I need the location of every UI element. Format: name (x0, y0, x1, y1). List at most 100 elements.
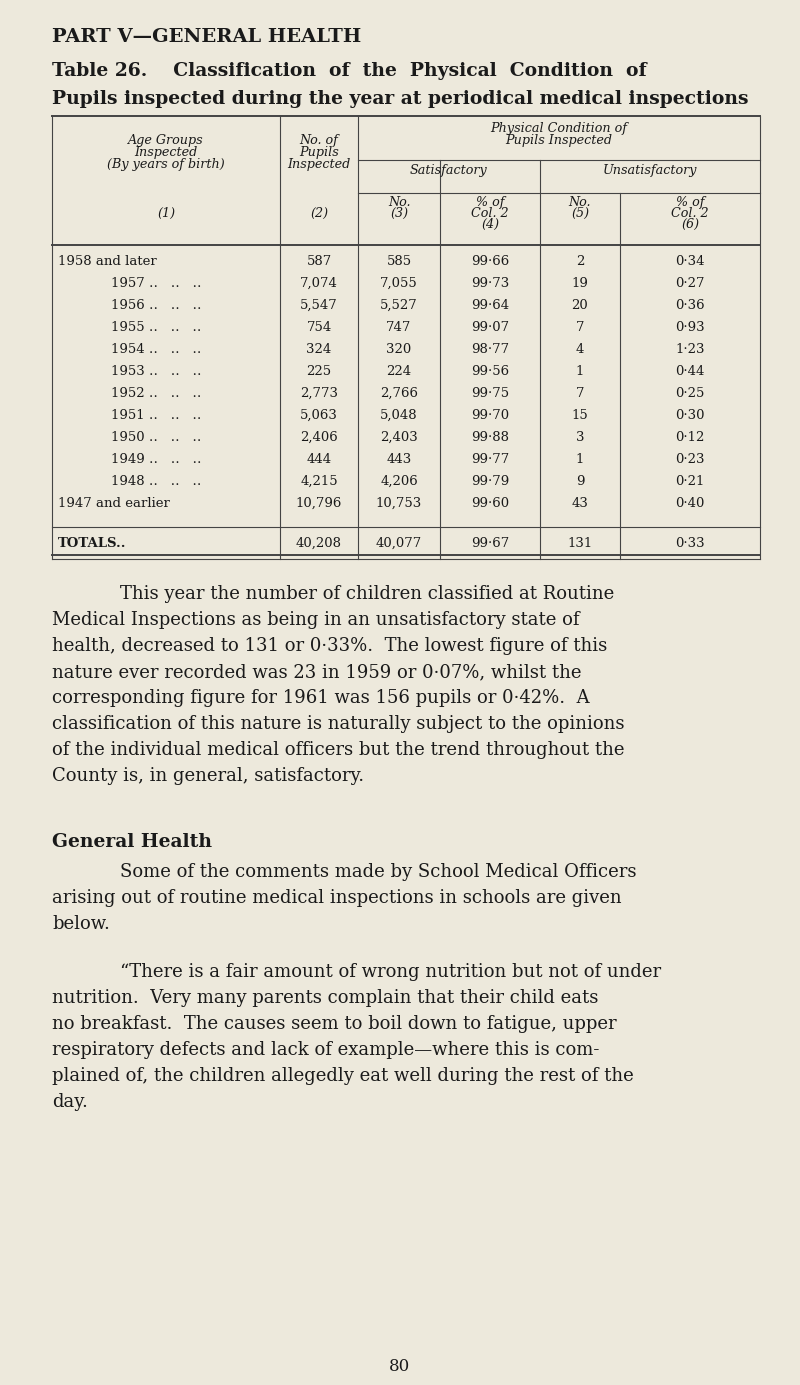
Text: (4): (4) (481, 217, 499, 231)
Text: 80: 80 (390, 1359, 410, 1375)
Text: PART V—GENERAL HEALTH: PART V—GENERAL HEALTH (52, 28, 362, 46)
Text: 1949 ․․   ․․   ․․: 1949 ․․ ․․ ․․ (110, 453, 202, 465)
Text: 1948 ․․   ․․   ․․: 1948 ․․ ․․ ․․ (111, 475, 201, 488)
Text: Pupils: Pupils (299, 145, 339, 159)
Text: No.: No. (388, 197, 410, 209)
Text: 585: 585 (386, 255, 411, 269)
Text: % of: % of (476, 197, 504, 209)
Text: 20: 20 (572, 299, 588, 312)
Text: 99·67: 99·67 (471, 537, 509, 550)
Text: (6): (6) (681, 217, 699, 231)
Text: 99·66: 99·66 (471, 255, 509, 269)
Text: 99·60: 99·60 (471, 497, 509, 510)
Text: % of: % of (676, 197, 704, 209)
Text: Some of the comments made by School Medical Officers: Some of the comments made by School Medi… (120, 863, 637, 881)
Text: Medical Inspections as being in an unsatisfactory state of: Medical Inspections as being in an unsat… (52, 611, 579, 629)
Text: 43: 43 (571, 497, 589, 510)
Text: plained of, the children allegedly eat well during the rest of the: plained of, the children allegedly eat w… (52, 1066, 634, 1084)
Text: 0·34: 0·34 (675, 255, 705, 269)
Text: 7,074: 7,074 (300, 277, 338, 289)
Text: TOTALS..: TOTALS.. (58, 537, 126, 550)
Text: Age Groups: Age Groups (128, 134, 204, 147)
Text: Pupils inspected during the year at periodical medical inspections: Pupils inspected during the year at peri… (52, 90, 749, 108)
Text: 0·23: 0·23 (675, 453, 705, 465)
Text: 0·21: 0·21 (675, 475, 705, 488)
Text: 444: 444 (306, 453, 331, 465)
Text: Inspected: Inspected (134, 145, 198, 159)
Text: respiratory defects and lack of example—where this is com-: respiratory defects and lack of example—… (52, 1042, 599, 1060)
Text: 0·27: 0·27 (675, 277, 705, 289)
Text: 15: 15 (572, 409, 588, 422)
Text: 1956 ․․   ․․   ․․: 1956 ․․ ․․ ․․ (110, 299, 202, 312)
Text: 131: 131 (567, 537, 593, 550)
Text: of the individual medical officers but the trend throughout the: of the individual medical officers but t… (52, 741, 625, 759)
Text: Inspected: Inspected (287, 158, 350, 170)
Text: 7: 7 (576, 321, 584, 334)
Text: 1953 ․․   ․․   ․․: 1953 ․․ ․․ ․․ (110, 366, 202, 378)
Text: Col. 2: Col. 2 (671, 206, 709, 220)
Text: arising out of routine medical inspections in schools are given: arising out of routine medical inspectio… (52, 889, 622, 907)
Text: 443: 443 (386, 453, 412, 465)
Text: (By years of birth): (By years of birth) (107, 158, 225, 170)
Text: day.: day. (52, 1093, 88, 1111)
Text: 0·25: 0·25 (675, 386, 705, 400)
Text: 3: 3 (576, 431, 584, 445)
Text: 1951 ․․   ․․   ․․: 1951 ․․ ․․ ․․ (111, 409, 201, 422)
Text: 99·64: 99·64 (471, 299, 509, 312)
Text: 224: 224 (386, 366, 411, 378)
Text: nature ever recorded was 23 in 1959 or 0·07%, whilst the: nature ever recorded was 23 in 1959 or 0… (52, 663, 582, 681)
Text: 99·75: 99·75 (471, 386, 509, 400)
Text: 5,048: 5,048 (380, 409, 418, 422)
Text: 1950 ․․   ․․   ․․: 1950 ․․ ․․ ․․ (111, 431, 201, 445)
Text: General Health: General Health (52, 832, 212, 850)
Text: classification of this nature is naturally subject to the opinions: classification of this nature is natural… (52, 715, 625, 733)
Text: 19: 19 (571, 277, 589, 289)
Text: (5): (5) (571, 206, 589, 220)
Text: Pupils Inspected: Pupils Inspected (506, 134, 613, 147)
Text: County is, in general, satisfactory.: County is, in general, satisfactory. (52, 767, 364, 785)
Text: 7: 7 (576, 386, 584, 400)
Text: 2,403: 2,403 (380, 431, 418, 445)
Text: 9: 9 (576, 475, 584, 488)
Text: 225: 225 (306, 366, 331, 378)
Text: nutrition.  Very many parents complain that their child eats: nutrition. Very many parents complain th… (52, 989, 598, 1007)
Text: health, decreased to 131 or 0·33%.  The lowest figure of this: health, decreased to 131 or 0·33%. The l… (52, 637, 607, 655)
Text: 98·77: 98·77 (471, 343, 509, 356)
Text: 4,206: 4,206 (380, 475, 418, 488)
Text: 99·79: 99·79 (471, 475, 509, 488)
Text: Satisfactory: Satisfactory (410, 163, 488, 177)
Text: 2,773: 2,773 (300, 386, 338, 400)
Text: 1947 and earlier: 1947 and earlier (58, 497, 170, 510)
Text: 2,766: 2,766 (380, 386, 418, 400)
Text: This year the number of children classified at Routine: This year the number of children classif… (120, 584, 614, 602)
Text: 40,077: 40,077 (376, 537, 422, 550)
Text: 747: 747 (386, 321, 412, 334)
Text: 0·30: 0·30 (675, 409, 705, 422)
Text: 4: 4 (576, 343, 584, 356)
Text: 5,063: 5,063 (300, 409, 338, 422)
Text: 10,753: 10,753 (376, 497, 422, 510)
Text: 1·23: 1·23 (675, 343, 705, 356)
Text: corresponding figure for 1961 was 156 pupils or 0·42%.  A: corresponding figure for 1961 was 156 pu… (52, 688, 590, 706)
Text: 7,055: 7,055 (380, 277, 418, 289)
Text: No. of: No. of (299, 134, 338, 147)
Text: 324: 324 (306, 343, 332, 356)
Text: 40,208: 40,208 (296, 537, 342, 550)
Text: 0·44: 0·44 (675, 366, 705, 378)
Text: 99·77: 99·77 (471, 453, 509, 465)
Text: 0·36: 0·36 (675, 299, 705, 312)
Text: Table 26.    Classification  of  the  Physical  Condition  of: Table 26. Classification of the Physical… (52, 62, 646, 80)
Text: (1): (1) (157, 206, 175, 220)
Text: 5,527: 5,527 (380, 299, 418, 312)
Text: “There is a fair amount of wrong nutrition but not of under: “There is a fair amount of wrong nutriti… (120, 963, 661, 981)
Text: Unsatisfactory: Unsatisfactory (602, 163, 698, 177)
Text: (3): (3) (390, 206, 408, 220)
Text: 99·73: 99·73 (471, 277, 509, 289)
Text: 2: 2 (576, 255, 584, 269)
Text: 99·88: 99·88 (471, 431, 509, 445)
Text: (2): (2) (310, 206, 328, 220)
Text: 754: 754 (306, 321, 332, 334)
Text: 1: 1 (576, 453, 584, 465)
Text: No.: No. (569, 197, 591, 209)
Text: 1958 and later: 1958 and later (58, 255, 157, 269)
